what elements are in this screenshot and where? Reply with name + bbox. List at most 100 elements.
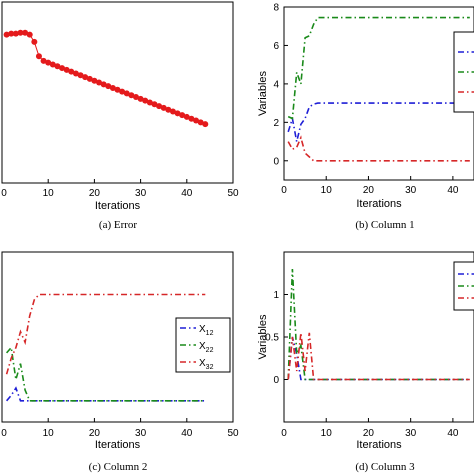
x-tick-label: 20 — [363, 185, 375, 196]
data-point — [8, 30, 15, 37]
y-axis-label: Variables — [257, 314, 269, 360]
data-point — [63, 66, 70, 73]
data-point — [151, 101, 158, 108]
data-point — [100, 81, 107, 88]
x-axis-label: Iterations — [95, 439, 141, 451]
y-tick-label: 6 — [273, 41, 279, 52]
plot-frame — [1, 251, 234, 423]
x-axis-label: Iterations — [356, 439, 402, 451]
data-point — [35, 53, 42, 60]
plot-frame — [283, 251, 474, 423]
chart-panel-d: 0 10 20 30 40 0 0.5 1 Iterations Variables (d) Col… — [257, 251, 474, 473]
panel-caption: (a) Error — [99, 219, 138, 231]
y-tick-label: 0 — [273, 156, 279, 167]
x-axis-label: Iterations — [95, 200, 141, 212]
chart-panel-b: 0 10 20 30 40 0 2 4 6 8 Iterations Variables (b) Col… — [257, 3, 474, 231]
data-point — [128, 92, 135, 99]
y-axis-label: Variables — [257, 70, 269, 116]
data-point — [169, 108, 176, 115]
x-tick-label: 0 — [281, 428, 287, 439]
data-point — [49, 61, 56, 68]
series-line-1 — [287, 336, 470, 381]
data-point — [96, 79, 103, 86]
data-point — [165, 106, 172, 113]
series-line-1 — [5, 386, 206, 402]
data-point — [12, 30, 19, 37]
x-tick-label: 10 — [43, 428, 55, 439]
series-line-3 — [287, 135, 470, 162]
data-point — [123, 90, 130, 97]
series-line-3 — [5, 293, 206, 375]
x-axis-label: Iterations — [356, 198, 402, 210]
data-point — [77, 72, 84, 79]
data-point — [91, 77, 98, 84]
series-line-1 — [287, 102, 470, 142]
data-point — [22, 29, 29, 36]
x-tick-label: 50 — [227, 188, 239, 199]
data-point — [202, 121, 209, 128]
data-point — [26, 31, 33, 38]
panel-caption: (b) Column 1 — [355, 219, 414, 231]
data-point — [156, 103, 163, 110]
y-tick-label: 1 — [273, 290, 279, 301]
x-tick-label: 40 — [447, 185, 459, 196]
series-line-2 — [5, 345, 206, 402]
data-point — [179, 112, 186, 119]
data-point — [146, 99, 153, 106]
x-tick-label: 30 — [405, 185, 417, 196]
data-point — [54, 63, 61, 70]
y-tick-label: 8 — [273, 3, 279, 14]
y-tick-label: 0.5 — [265, 333, 279, 344]
x-tick-label: 20 — [363, 428, 375, 439]
series-line-3 — [287, 332, 470, 381]
x-tick-label: 10 — [321, 428, 333, 439]
data-point — [45, 59, 52, 66]
series-line-2 — [287, 268, 470, 381]
data-point — [197, 119, 204, 126]
x-tick-label: 0 — [281, 185, 287, 196]
data-point — [188, 115, 195, 122]
chart-panel-a: 0 10 20 30 40 50 Iterations (a) Error — [1, 1, 239, 231]
x-tick-label: 10 — [321, 185, 333, 196]
data-point — [59, 65, 66, 72]
data-point — [119, 88, 126, 95]
data-point — [183, 113, 190, 120]
data-point — [132, 94, 139, 101]
data-point — [105, 83, 112, 90]
data-point — [114, 86, 121, 93]
x-tick-label: 20 — [89, 428, 101, 439]
data-point — [68, 68, 75, 75]
data-point — [174, 110, 181, 117]
x-tick-label: 40 — [447, 428, 459, 439]
x-tick-label: 10 — [43, 188, 55, 199]
legend-entry: X12 — [199, 324, 214, 337]
data-point — [193, 117, 200, 124]
data-point — [31, 38, 38, 45]
x-tick-label: 30 — [135, 428, 147, 439]
x-tick-label: 0 — [1, 188, 7, 199]
y-tick-label: 0 — [273, 375, 279, 386]
plot-frame — [1, 1, 234, 184]
x-tick-label: 30 — [135, 188, 147, 199]
panel-caption: (d) Column 3 — [355, 461, 415, 473]
x-tick-label: 20 — [89, 188, 101, 199]
data-point — [3, 31, 10, 38]
x-tick-label: 30 — [405, 428, 417, 439]
y-tick-label: 4 — [273, 79, 279, 90]
data-point — [142, 97, 149, 104]
legend-entry: X32 — [199, 358, 214, 371]
chart-panel-c: 0 10 20 30 40 50 Iterations X12 X22 X32 (c) Column… — [1, 251, 239, 473]
data-point — [72, 70, 79, 77]
data-point — [86, 75, 93, 82]
legend-entry: X22 — [199, 341, 214, 354]
data-point — [17, 29, 24, 36]
data-point — [137, 95, 144, 102]
data-point — [40, 57, 47, 64]
plot-frame — [283, 6, 474, 181]
data-point — [109, 84, 116, 91]
data-point — [160, 104, 167, 111]
data-point — [82, 74, 89, 81]
x-tick-label: 40 — [181, 188, 193, 199]
y-tick-label: 2 — [273, 118, 279, 129]
panel-caption: (c) Column 2 — [89, 461, 148, 473]
